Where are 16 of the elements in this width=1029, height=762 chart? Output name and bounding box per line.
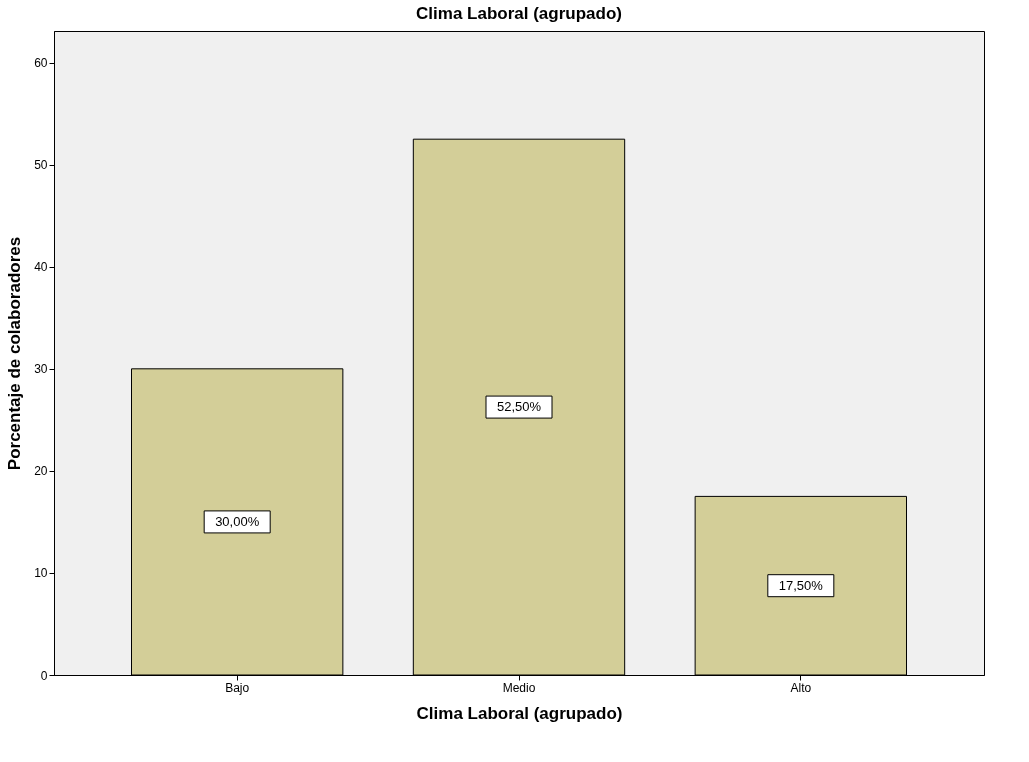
y-axis-title: Porcentaje de colaboradores	[5, 236, 25, 471]
x-axis-title: Clima Laboral (agrupado)	[416, 703, 623, 723]
data-label: 17,50%	[778, 577, 824, 593]
data-label: 52,50%	[496, 399, 542, 415]
y-tick-label: 10	[34, 566, 48, 581]
y-tick-label: 40	[34, 260, 48, 275]
y-tick-label: 0	[40, 668, 48, 683]
x-tick-label: Medio	[502, 680, 536, 695]
data-label: 30,00%	[215, 513, 260, 529]
y-tick-label: 20	[34, 464, 48, 479]
x-tick-label: Bajo	[225, 680, 250, 695]
y-tick-label: 60	[34, 56, 48, 71]
x-tick-label: Alto	[790, 680, 812, 695]
y-tick-label: 30	[34, 362, 48, 377]
y-tick-label: 50	[34, 158, 48, 173]
chart-title: Clima Laboral (agrupado)	[416, 4, 622, 23]
